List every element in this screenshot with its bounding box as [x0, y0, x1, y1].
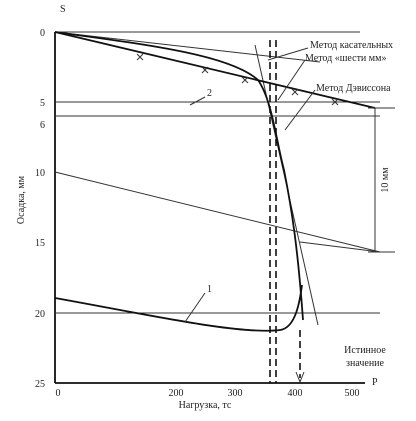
curve-main [54, 31, 304, 321]
y-ticks: 0 5 6 10 15 20 25 [35, 28, 45, 390]
curve-1 [54, 284, 303, 332]
y-tick-label: 15 [35, 238, 45, 249]
reference-lines [54, 31, 381, 326]
bracket [368, 107, 395, 253]
y-tick-label: 5 [40, 98, 45, 109]
curve-2 [54, 31, 376, 109]
x-axis-label: Нагрузка, тс [179, 400, 232, 411]
y-tick-label: 10 [35, 168, 45, 179]
method-label: Метод «шести мм» [305, 53, 386, 64]
bracket-label: 10 мм [380, 167, 391, 193]
method-label: Метод касательных [310, 40, 393, 51]
x-tick-label: 300 [228, 388, 243, 399]
x-tick-label: 500 [345, 388, 360, 399]
method-label: Метод Дэвиссона [316, 83, 391, 94]
true-value-label: значение [346, 358, 385, 369]
y-tick-label: 6 [40, 120, 45, 131]
y-tick-label: 20 [35, 309, 45, 320]
axes [54, 31, 365, 384]
y-tick-label: 0 [40, 28, 45, 39]
y-axis-label: Осадка, мм [16, 175, 27, 224]
true-value-label: Истинное [344, 345, 386, 356]
x-tick-label: 400 [288, 388, 303, 399]
x-tick-label: 0 [56, 388, 61, 399]
x-symbol: P [372, 377, 378, 388]
y-symbol: S [60, 4, 66, 15]
callouts [184, 47, 316, 323]
curve-label: 1 [207, 284, 212, 295]
curve-label: 2 [207, 88, 212, 99]
x-ticks: 0 200 300 400 500 [56, 388, 360, 399]
x-tick-label: 200 [169, 388, 184, 399]
y-tick-label: 25 [35, 379, 45, 390]
dashed-lines [269, 40, 305, 384]
